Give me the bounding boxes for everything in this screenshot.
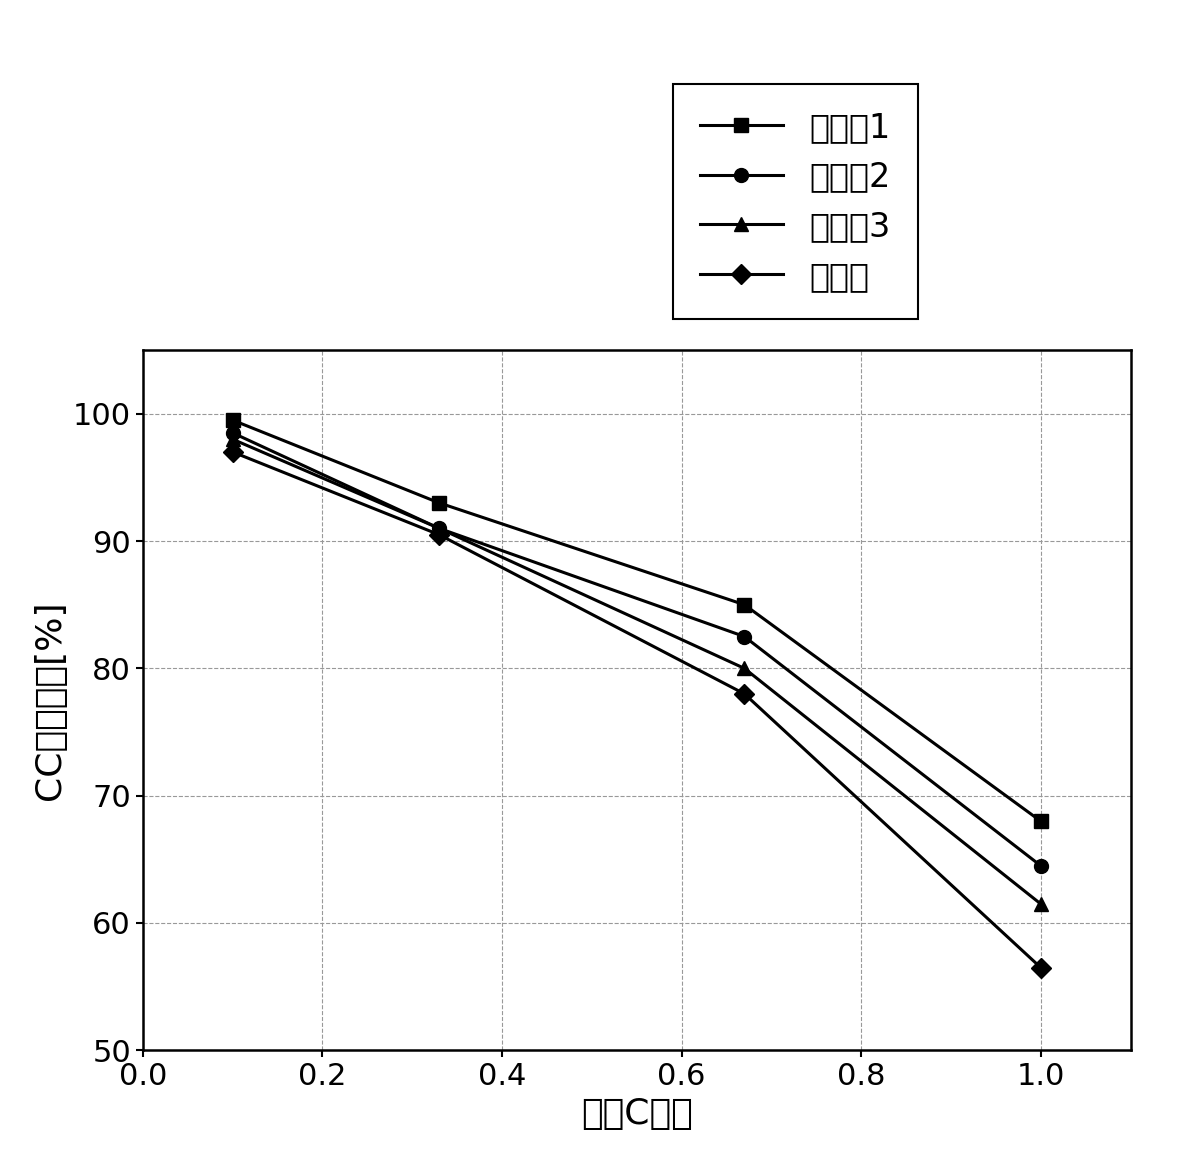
实施例2	[738, 629, 752, 643]
实施例2	[225, 426, 239, 440]
X-axis label: 放电C倍率: 放电C倍率	[581, 1097, 693, 1131]
比较例	[1034, 960, 1048, 974]
实施例3	[432, 522, 446, 536]
实施例1	[432, 496, 446, 510]
Line: 实施例2: 实施例2	[226, 426, 1047, 873]
Line: 实施例3: 实施例3	[226, 432, 1047, 910]
Line: 比较例: 比较例	[226, 445, 1047, 974]
实施例3	[738, 662, 752, 676]
Y-axis label: CC充电容量[%]: CC充电容量[%]	[33, 600, 68, 801]
实施例3	[1034, 897, 1048, 911]
实施例1	[738, 598, 752, 612]
比较例	[225, 445, 239, 459]
Legend: 实施例1, 实施例2, 实施例3, 比较例: 实施例1, 实施例2, 实施例3, 比较例	[674, 84, 917, 320]
Line: 实施例1: 实施例1	[226, 413, 1047, 829]
比较例	[432, 527, 446, 541]
实施例1	[225, 413, 239, 427]
实施例2	[432, 522, 446, 536]
比较例	[738, 687, 752, 701]
实施例3	[225, 432, 239, 446]
实施例2	[1034, 859, 1048, 873]
实施例1	[1034, 815, 1048, 829]
